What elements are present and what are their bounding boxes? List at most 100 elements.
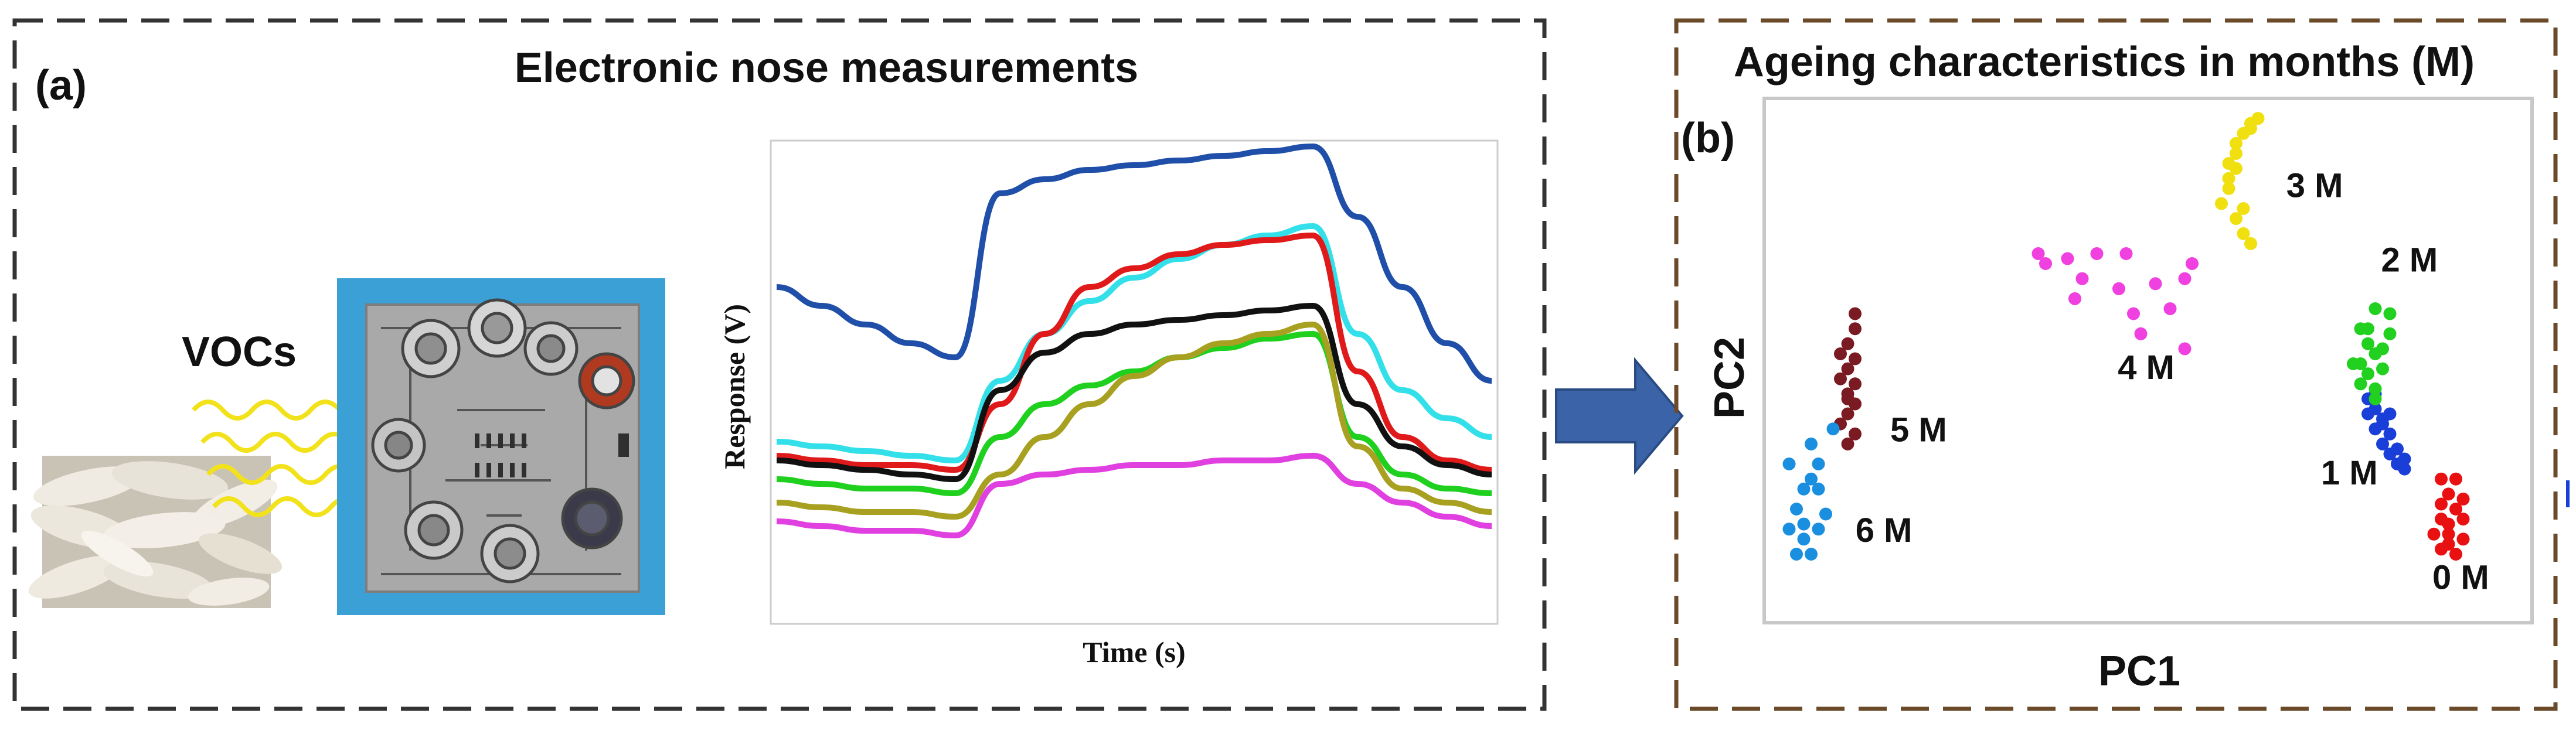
edge-tick-mark <box>2566 480 2570 507</box>
pca-point-3m-15 <box>2230 162 2242 175</box>
pca-point-2m-15 <box>2376 342 2389 356</box>
pca-point-2m-4 <box>2361 337 2374 350</box>
pca-scatter-chart: 0 M 1 M 2 M 3 M 4 M 5 M 6 M PC1 PC2 <box>1706 97 2534 695</box>
pca-point-4m-10 <box>2127 307 2140 320</box>
pca-point-5m-11 <box>1849 427 1862 441</box>
pca-point-6m-10 <box>1797 532 1811 546</box>
response-line-4 <box>776 303 1492 482</box>
pca-point-2m-8 <box>2354 377 2367 391</box>
pca-label-4m: 4 M <box>2118 349 2175 387</box>
pca-point-1m-12 <box>2376 417 2389 431</box>
vocs-label: VOCs <box>182 329 297 375</box>
pca-label-3m: 3 M <box>2286 167 2343 205</box>
pca-point-4m-5 <box>2075 272 2089 285</box>
pca-point-0m-13 <box>2442 537 2455 551</box>
pca-point-1m-14 <box>2361 407 2374 421</box>
pca-point-4m-13 <box>2134 327 2148 340</box>
pca-point-4m-3 <box>2090 247 2104 260</box>
panel-a-title: Electronic nose measurements <box>515 45 1138 91</box>
response-chart-ylabel: Response (V) <box>718 304 751 469</box>
pca-point-6m-6 <box>1797 482 1811 496</box>
pca-point-6m-4 <box>1805 472 1818 486</box>
pca-point-0m-12 <box>2435 497 2448 511</box>
pca-point-2m-7 <box>2361 367 2374 381</box>
pca-point-6m-14 <box>1812 458 1825 470</box>
pca-point-3m-10 <box>2230 212 2242 226</box>
pca-label-0m: 0 M <box>2432 559 2489 597</box>
pca-point-3m-9 <box>2215 197 2228 210</box>
pca-point-3m-12 <box>2244 237 2257 250</box>
pca-point-5m-13 <box>1834 347 1847 360</box>
pca-points <box>1782 112 2470 561</box>
sensor-array-board <box>337 278 665 615</box>
pca-point-4m-11 <box>2163 302 2177 315</box>
flow-arrow-icon <box>1555 357 1684 475</box>
pca-label-1m: 1 M <box>2321 454 2378 492</box>
pca-point-6m-15 <box>1797 517 1811 531</box>
response-lines <box>776 144 1492 538</box>
pca-point-3m-14 <box>2244 122 2257 135</box>
pca-point-4m-15 <box>2039 257 2052 270</box>
response-line-3 <box>776 233 1492 473</box>
pca-point-4m-7 <box>2149 277 2162 291</box>
pca-point-3m-11 <box>2237 227 2250 240</box>
pca-point-0m-3 <box>2449 503 2462 515</box>
pca-point-6m-7 <box>1790 503 1803 515</box>
pca-point-4m-4 <box>2119 247 2133 260</box>
panel-a-frame <box>12 18 1547 711</box>
pca-point-2m-11 <box>2361 322 2374 336</box>
pca-point-1m-13 <box>2391 442 2404 456</box>
pca-point-4m-8 <box>2178 272 2192 285</box>
response-chart-plot-frame <box>770 139 1499 625</box>
pca-point-6m-2 <box>1805 437 1818 450</box>
pca-point-5m-4 <box>1849 352 1862 366</box>
pca-label-2m: 2 M <box>2381 241 2438 279</box>
pca-point-4m-12 <box>2178 342 2192 356</box>
pca-point-4m-9 <box>2068 292 2081 305</box>
pca-point-5m-9 <box>1841 407 1854 421</box>
pca-point-5m-2 <box>1849 322 1862 336</box>
pca-point-2m-13 <box>2347 357 2360 370</box>
pca-point-3m-7 <box>2222 172 2235 185</box>
response-line-5 <box>776 331 1492 496</box>
panel-b-frame <box>1674 18 2558 711</box>
pca-point-5m-1 <box>1849 307 1862 320</box>
pca-point-4m-6 <box>2112 282 2125 295</box>
pca-point-3m-4 <box>2230 136 2242 150</box>
pca-point-2m-9 <box>2369 382 2382 395</box>
pca-point-5m-5 <box>1841 362 1854 375</box>
pca-point-3m-8 <box>2222 182 2235 195</box>
pca-point-5m-3 <box>1841 337 1854 350</box>
rice-grains-photo <box>28 456 282 608</box>
pca-point-0m-14 <box>2456 513 2470 526</box>
pca-point-6m-1 <box>1826 422 1840 436</box>
pca-point-0m-11 <box>2449 472 2462 486</box>
pca-point-1m-15 <box>2398 452 2411 466</box>
pca-point-1m-11 <box>2383 407 2397 421</box>
pca-point-6m-11 <box>1812 523 1825 536</box>
pca-point-2m-10 <box>2376 362 2389 375</box>
pca-point-6m-12 <box>1790 548 1803 561</box>
pca-point-1m-5 <box>2383 427 2397 441</box>
pca-point-4m-14 <box>2186 257 2199 270</box>
pca-label-6m: 6 M <box>1856 511 1913 549</box>
pca-ylabel: PC2 <box>1706 337 1753 419</box>
pca-point-6m-13 <box>1805 548 1818 561</box>
pca-point-6m-3 <box>1782 458 1796 470</box>
pca-point-0m-10 <box>2456 492 2470 506</box>
pca-cluster-labels: 0 M 1 M 2 M 3 M 4 M 5 M 6 M <box>1856 167 2489 597</box>
response-chart: Time (s) Response (V) <box>718 139 1499 668</box>
response-chart-xlabel: Time (s) <box>1083 636 1185 668</box>
pca-xlabel: PC1 <box>2098 648 2180 695</box>
pca-point-0m-8 <box>2449 548 2462 561</box>
pca-point-0m-2 <box>2442 487 2455 501</box>
response-line-6 <box>776 322 1492 520</box>
pca-point-6m-8 <box>1819 507 1832 521</box>
pca-point-3m-13 <box>2237 202 2250 215</box>
pca-point-0m-1 <box>2435 472 2448 486</box>
pca-point-0m-9 <box>2442 517 2455 531</box>
pca-point-5m-14 <box>1849 377 1862 391</box>
pca-point-6m-9 <box>1782 523 1796 536</box>
pca-point-5m-6 <box>1834 372 1847 385</box>
pca-point-5m-12 <box>1841 437 1854 450</box>
